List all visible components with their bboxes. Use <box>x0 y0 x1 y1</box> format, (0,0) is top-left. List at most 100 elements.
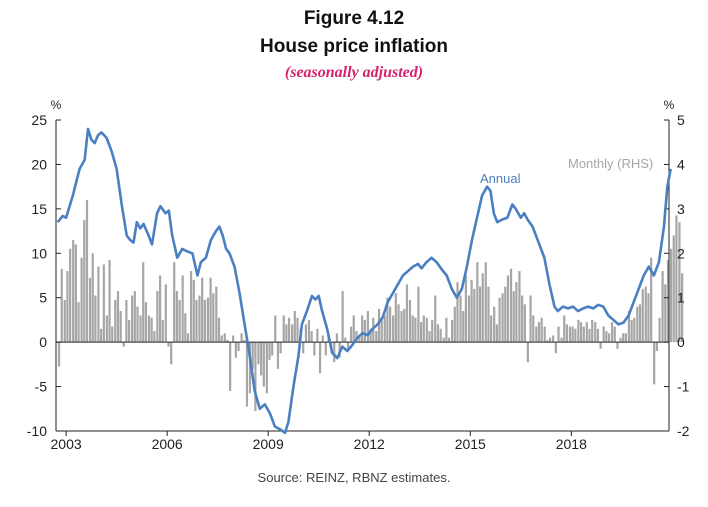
monthly-bar <box>167 342 170 347</box>
monthly-bar <box>591 319 594 343</box>
monthly-bar <box>234 342 237 358</box>
monthly-bar <box>669 248 673 343</box>
monthly-bar <box>116 291 120 343</box>
monthly-bar <box>540 317 543 343</box>
monthly-bar <box>304 324 308 343</box>
x-tick-label: 2012 <box>354 436 385 452</box>
monthly-bar <box>605 331 608 343</box>
x-tick-label: 2006 <box>152 436 183 452</box>
monthly-bar <box>487 286 490 343</box>
monthly-bar <box>102 264 105 343</box>
monthly-bar <box>161 319 164 343</box>
left-tick-label: 10 <box>31 245 47 261</box>
monthly-bar <box>136 306 139 343</box>
monthly-bar <box>577 319 580 343</box>
monthly-bar <box>237 342 240 352</box>
monthly-bar <box>74 244 77 343</box>
monthly-bar <box>217 317 221 343</box>
monthly-bar <box>195 299 198 343</box>
monthly-bar <box>655 342 658 352</box>
monthly-bar <box>131 295 134 343</box>
monthly-bar <box>579 322 583 343</box>
x-tick-label: 2003 <box>51 436 82 452</box>
monthly-bar <box>83 219 86 343</box>
monthly-bar <box>346 342 350 349</box>
right-tick-label: 4 <box>677 156 685 172</box>
monthly-bar <box>321 335 324 343</box>
monthly-bar <box>127 319 131 343</box>
monthly-bar <box>243 339 246 343</box>
monthly-bar <box>607 333 611 343</box>
monthly-bar <box>470 279 473 343</box>
monthly-bar <box>366 311 369 343</box>
monthly-bar <box>478 286 482 343</box>
monthly-bar <box>450 319 454 343</box>
chart-note: (seasonally adjusted) <box>284 64 424 81</box>
monthly-bar <box>529 295 532 343</box>
monthly-bar <box>341 291 344 343</box>
monthly-bar <box>439 328 442 343</box>
monthly-bar <box>456 282 459 343</box>
monthly-bar <box>223 333 226 343</box>
monthly-bar <box>139 315 142 343</box>
monthly-bar <box>473 288 476 343</box>
x-tick-label: 2009 <box>253 436 284 452</box>
monthly-bar <box>392 315 395 343</box>
monthly-bar <box>173 262 176 343</box>
monthly-bar <box>481 273 484 343</box>
monthly-bar <box>175 291 179 343</box>
monthly-bar <box>335 333 338 343</box>
monthly-bar <box>554 342 557 354</box>
x-tick-label: 2015 <box>455 436 486 452</box>
monthly-bar <box>523 304 526 343</box>
monthly-bar <box>184 313 187 343</box>
monthly-bar <box>377 308 381 343</box>
monthly-bar <box>462 311 465 343</box>
monthly-bar <box>358 335 361 343</box>
monthly-bar <box>552 335 555 343</box>
left-tick-label: 25 <box>31 112 47 128</box>
right-axis-unit: % <box>664 98 675 112</box>
monthly-bar <box>318 342 322 374</box>
monthly-bar <box>257 342 260 365</box>
monthly-bar <box>549 337 552 343</box>
monthly-bar <box>467 295 471 343</box>
monthly-bar <box>664 284 667 343</box>
monthly-bars <box>57 199 684 411</box>
right-tick-label: -2 <box>677 423 690 439</box>
monthly-bar <box>644 286 647 343</box>
monthly-bar <box>355 331 358 343</box>
left-tick-label: 5 <box>39 290 47 306</box>
monthly-bar <box>588 328 591 343</box>
left-tick-label: 0 <box>39 334 47 350</box>
monthly-bar <box>313 342 316 356</box>
monthly-bar <box>189 271 193 343</box>
monthly-bar <box>220 335 223 343</box>
monthly-bar <box>543 326 546 343</box>
monthly-bar <box>532 315 535 343</box>
monthly-bar <box>563 315 566 343</box>
monthly-bar <box>490 315 493 343</box>
monthly-bar <box>666 259 670 343</box>
monthly-bar <box>495 324 498 343</box>
monthly-bar <box>383 315 386 343</box>
monthly-bar <box>181 275 184 343</box>
monthly-bar <box>624 333 627 343</box>
monthly-bar <box>501 293 504 343</box>
monthly-bar <box>198 295 201 343</box>
monthly-bar <box>403 308 406 343</box>
monthly-bar <box>316 328 319 343</box>
monthly-bar <box>518 271 521 343</box>
monthly-bar <box>248 342 252 394</box>
monthly-bar <box>484 262 487 343</box>
monthly-bar <box>613 326 616 343</box>
monthly-bar <box>150 317 153 343</box>
monthly-bar <box>622 333 625 343</box>
left-tick-label: 20 <box>31 156 47 172</box>
monthly-bar <box>296 317 299 343</box>
monthly-bar <box>610 322 614 343</box>
annual-line <box>56 127 672 435</box>
monthly-bar <box>142 262 145 343</box>
left-tick-label: 15 <box>31 201 47 217</box>
